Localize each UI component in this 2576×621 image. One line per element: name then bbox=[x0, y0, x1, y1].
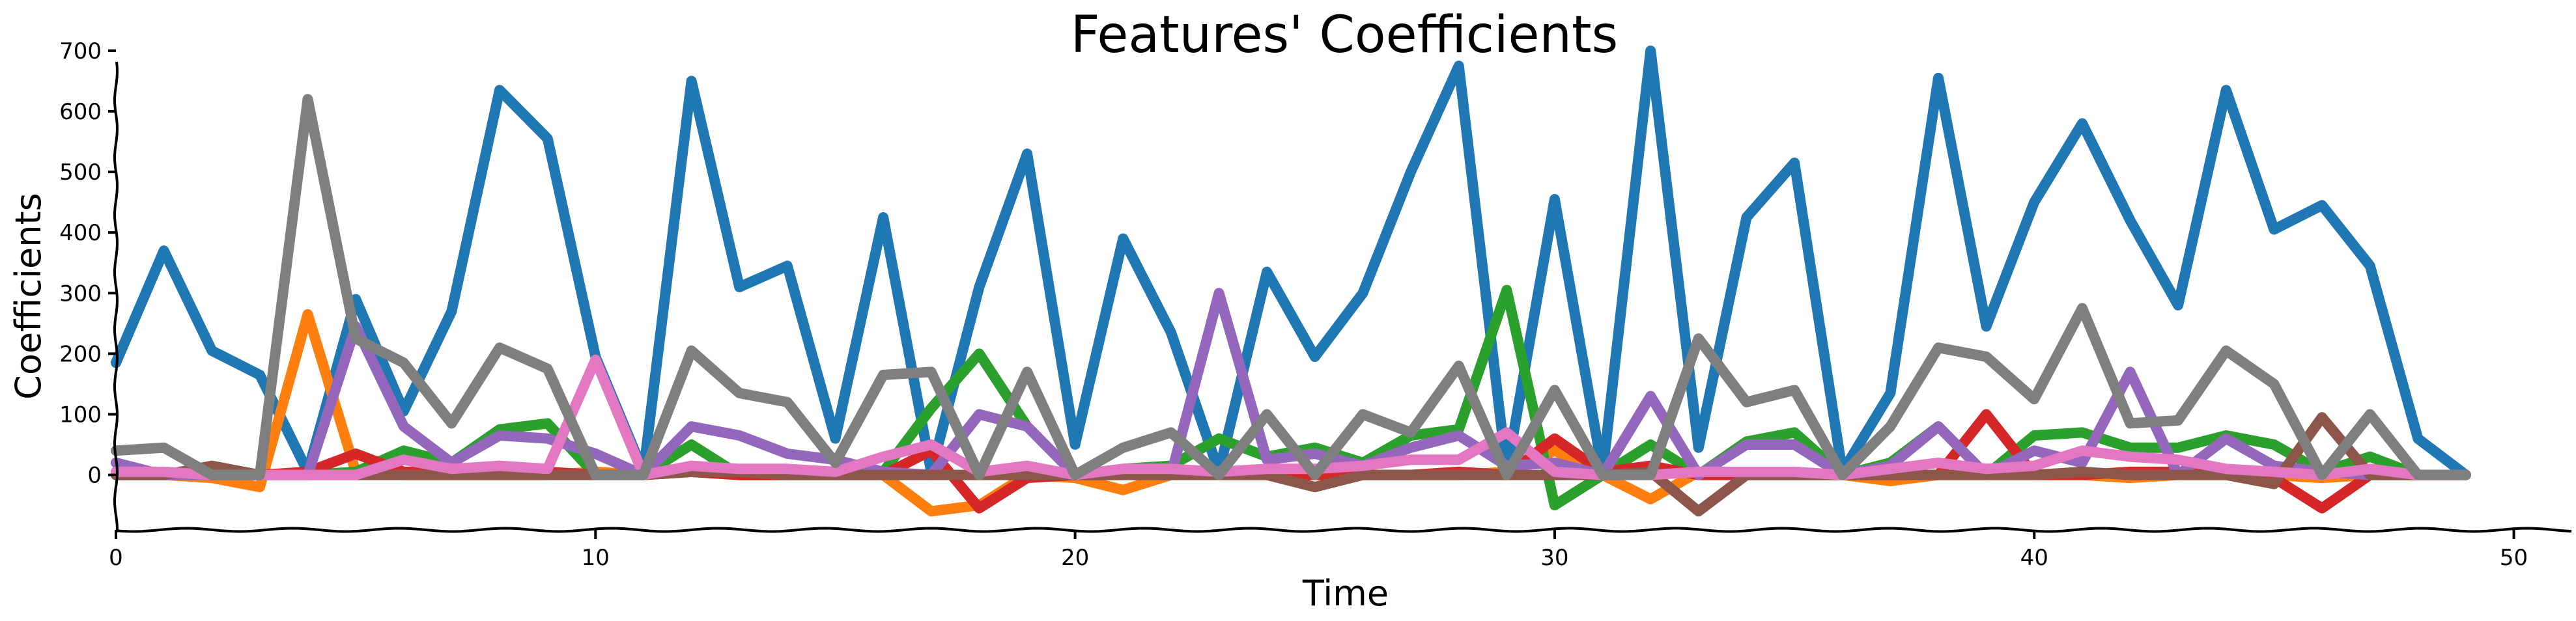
y-axis-line bbox=[113, 61, 119, 531]
x-tick-label: 40 bbox=[2020, 545, 2048, 571]
series-line-1 bbox=[111, 45, 2471, 480]
axes-layer: 0 100 200 300 400 500 600 700 0 10 20 30 40 50 bbox=[59, 38, 2572, 571]
x-axis-line bbox=[115, 527, 2572, 533]
y-tick-label: 600 bbox=[59, 99, 102, 125]
x-tick-label: 10 bbox=[582, 545, 610, 571]
series-line-5 bbox=[111, 288, 2471, 480]
chart-title: Features' Coefficients bbox=[1071, 6, 1618, 64]
y-tick-label: 0 bbox=[87, 463, 102, 489]
x-tick-label: 30 bbox=[1540, 545, 1568, 571]
y-tick-label: 700 bbox=[59, 38, 102, 64]
y-tick-label: 200 bbox=[59, 341, 102, 367]
y-tick-label: 500 bbox=[59, 159, 102, 186]
x-tick-label: 50 bbox=[2500, 545, 2528, 571]
x-tick-label: 0 bbox=[109, 545, 123, 571]
y-tick-label: 400 bbox=[59, 220, 102, 246]
series-line-6 bbox=[111, 412, 2471, 517]
y-tick-label: 100 bbox=[59, 402, 102, 428]
x-tick-label: 20 bbox=[1061, 545, 1089, 571]
y-tick-label: 300 bbox=[59, 281, 102, 307]
x-axis-label: Time bbox=[1302, 573, 1389, 614]
series-line-7 bbox=[111, 354, 2471, 480]
series-line-8 bbox=[111, 94, 2471, 480]
series-layer bbox=[111, 45, 2471, 517]
y-axis-label: Coefficients bbox=[8, 193, 49, 400]
